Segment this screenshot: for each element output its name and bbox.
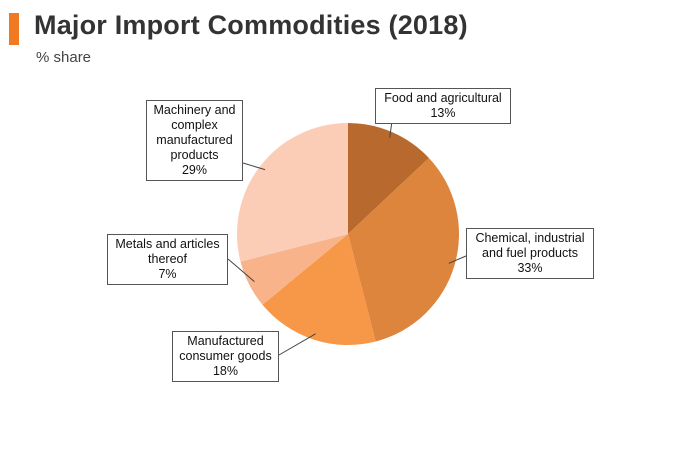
label-chemical-industrial-line1: Chemical, industrial xyxy=(475,231,585,245)
chart-title: Major Import Commodities (2018) xyxy=(34,10,468,40)
label-chemical-industrial: Chemical, industrial and fuel products 3… xyxy=(466,228,594,279)
label-manufactured-consumer-line2: consumer goods xyxy=(179,349,272,363)
leader-line-manufactured-consumer xyxy=(278,333,316,356)
label-machinery-complex-line1: Machinery and xyxy=(153,103,236,117)
pie-slice-food-agricultural xyxy=(348,123,429,234)
label-machinery-complex-line2: complex xyxy=(171,118,218,132)
label-chemical-industrial-line2: and fuel products xyxy=(482,246,578,260)
label-machinery-complex-line3: manufactured xyxy=(156,133,233,147)
label-metals-articles-value: 7% xyxy=(158,267,177,281)
label-metals-articles: Metals and articles thereof 7% xyxy=(107,234,228,285)
leader-line-metals-articles xyxy=(227,258,255,283)
pie-slice-machinery-complex xyxy=(237,123,348,262)
label-manufactured-consumer: Manufactured consumer goods 18% xyxy=(172,331,279,382)
label-machinery-complex-value: 29% xyxy=(181,163,208,177)
label-food-agricultural-value: 13% xyxy=(430,106,456,120)
label-manufactured-consumer-line1: Manufactured xyxy=(187,334,264,348)
label-chemical-industrial-value: 33% xyxy=(517,261,543,275)
chart-subtitle: % share xyxy=(36,49,92,66)
label-machinery-complex: Machinery and complex manufactured produ… xyxy=(146,100,243,181)
label-food-agricultural-name: Food and agricultural xyxy=(384,91,502,105)
pie-slice-metals-articles xyxy=(240,234,348,305)
pie-slice-manufactured-consumer xyxy=(262,234,376,345)
leader-line-chemical-industrial xyxy=(448,255,467,264)
title-accent-bar xyxy=(9,13,19,45)
label-food-agricultural: Food and agricultural 13% xyxy=(375,88,511,124)
leader-line-machinery-complex xyxy=(242,162,266,171)
label-metals-articles-line2: thereof xyxy=(148,252,187,266)
pie-slice-chemical-industrial xyxy=(348,158,460,342)
label-metals-articles-line1: Metals and articles xyxy=(115,237,220,251)
label-machinery-complex-line4: products xyxy=(170,148,219,162)
label-manufactured-consumer-value: 18% xyxy=(212,364,239,378)
